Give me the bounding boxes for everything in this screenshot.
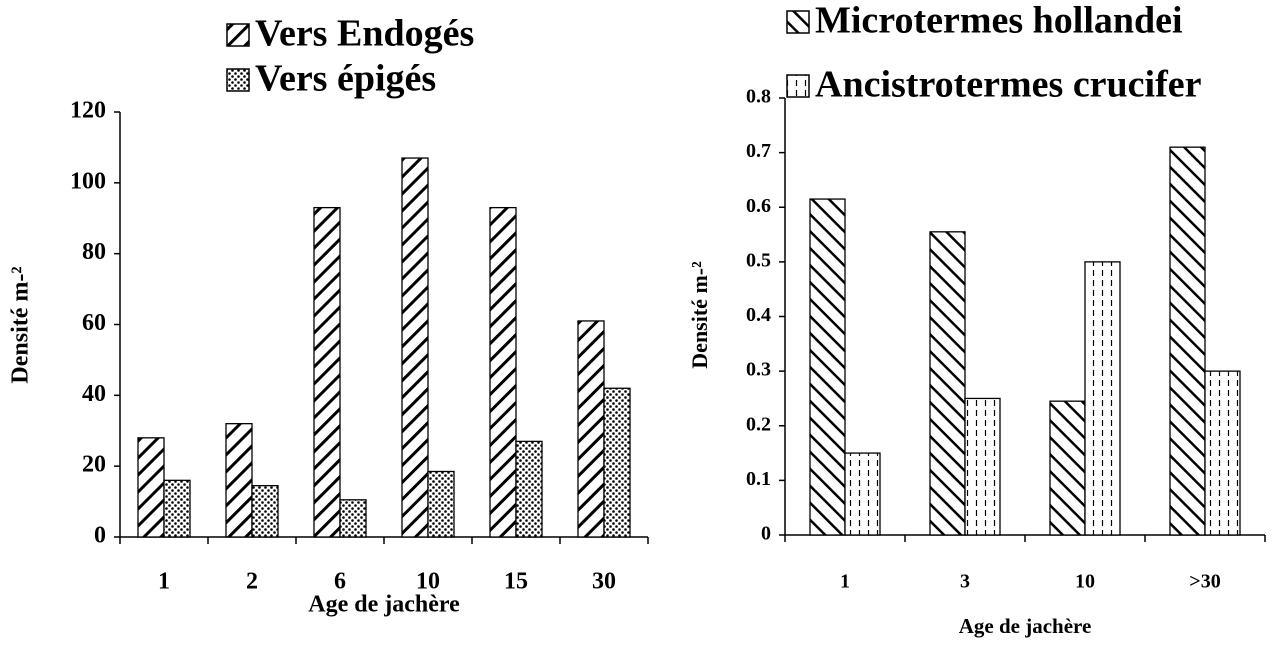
y-tick-label: 0.8 — [746, 86, 771, 108]
x-tick-label: 1 — [840, 571, 850, 593]
bar — [427, 470, 455, 538]
legend-label: Ancistrotermes crucifer — [815, 64, 1202, 106]
x-tick-label: 3 — [960, 571, 970, 593]
bar — [1049, 400, 1086, 536]
x-tick-label: 1 — [158, 569, 170, 595]
legend-label: Vers Endogés — [255, 13, 474, 55]
y-tick-label: 0.3 — [746, 359, 771, 381]
y-axis-label: Densité m-² — [687, 261, 712, 369]
x-tick-label: 30 — [592, 569, 616, 595]
y-tick-label: 40 — [82, 381, 106, 407]
bar — [809, 198, 846, 536]
y-tick-label: 120 — [70, 98, 106, 124]
y-tick-label: 0.1 — [746, 468, 771, 490]
bar — [577, 320, 605, 538]
y-tick-label: 20 — [82, 452, 106, 478]
bar — [964, 397, 1001, 536]
y-tick-label: 0.4 — [746, 304, 771, 326]
y-tick-label: 0 — [94, 523, 106, 549]
bar — [603, 387, 631, 538]
x-tick-label: 15 — [504, 569, 528, 595]
y-tick-label: 80 — [82, 239, 106, 265]
bar — [225, 423, 253, 538]
bar — [844, 452, 881, 536]
bar — [339, 499, 367, 538]
bar — [515, 440, 543, 538]
bar — [489, 206, 517, 538]
legend-swatch — [786, 10, 810, 34]
bar — [1169, 146, 1206, 536]
x-axis-label: Age de jachère — [959, 614, 1092, 638]
x-tick-label: 10 — [1075, 571, 1095, 593]
legend-swatch — [226, 68, 250, 92]
bar — [929, 231, 966, 536]
legend-swatch — [786, 74, 810, 98]
bar — [401, 157, 429, 538]
y-axis-label: Densité m-² — [8, 266, 34, 383]
legend-swatch — [226, 23, 250, 47]
bar — [313, 206, 341, 538]
bar — [1204, 370, 1241, 536]
bar — [1084, 261, 1121, 536]
legend-label: Microtermes hollandei — [815, 0, 1183, 42]
legend-label: Vers épigés — [255, 58, 436, 100]
bar — [137, 437, 165, 538]
x-tick-label: 10 — [416, 569, 440, 595]
x-tick-label: >30 — [1189, 571, 1220, 593]
bar — [251, 484, 279, 538]
y-tick-label: 100 — [70, 168, 106, 194]
y-tick-label: 60 — [82, 310, 106, 336]
y-tick-label: 0 — [761, 523, 771, 545]
bar — [163, 479, 191, 538]
y-tick-label: 0.6 — [746, 195, 771, 217]
x-tick-label: 2 — [246, 569, 258, 595]
y-tick-label: 0.5 — [746, 249, 771, 271]
y-tick-label: 0.7 — [746, 140, 771, 162]
x-tick-label: 6 — [334, 569, 346, 595]
x-axis-label: Age de jachère — [308, 592, 460, 618]
y-tick-label: 0.2 — [746, 413, 771, 435]
